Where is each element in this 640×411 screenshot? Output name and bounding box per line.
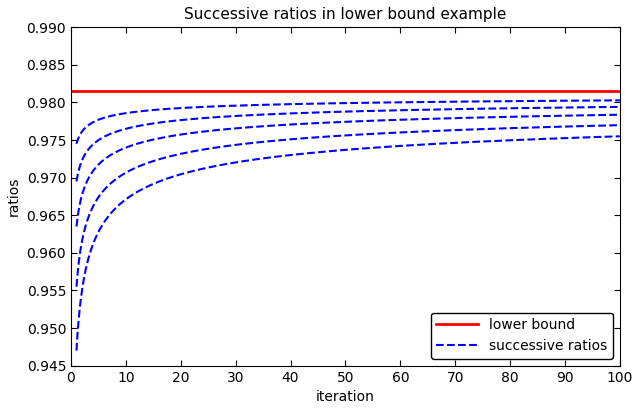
Legend: lower bound, successive ratios: lower bound, successive ratios bbox=[431, 313, 613, 359]
Title: Successive ratios in lower bound example: Successive ratios in lower bound example bbox=[184, 7, 507, 22]
X-axis label: iteration: iteration bbox=[316, 390, 375, 404]
Y-axis label: ratios: ratios bbox=[7, 177, 21, 216]
